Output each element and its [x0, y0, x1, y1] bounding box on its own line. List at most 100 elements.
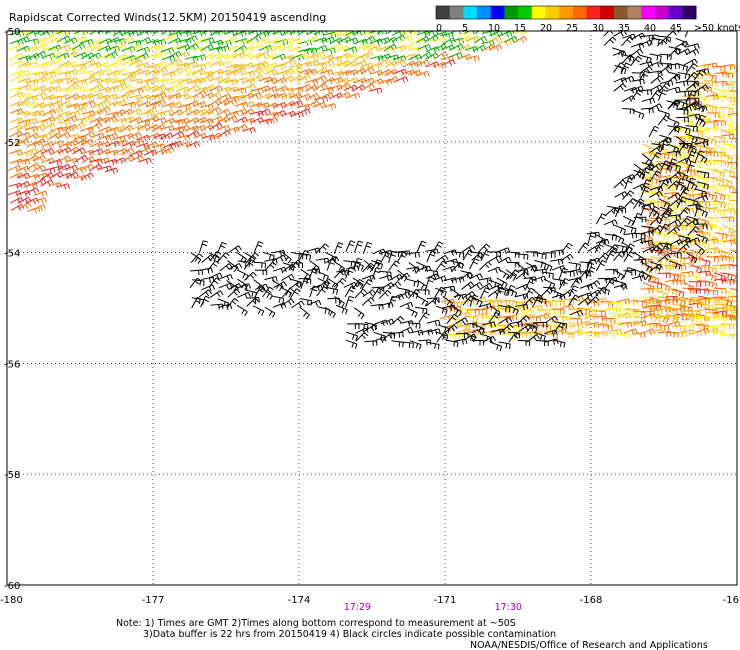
legend-swatch-14 — [627, 6, 642, 19]
wind-barb-947 — [697, 186, 710, 193]
wind-barb-573 — [280, 87, 294, 94]
wind-barb-361 — [151, 143, 166, 150]
legend-label-8: 40 — [644, 23, 656, 34]
wind-barb-1088 — [730, 287, 737, 296]
wind-barb-2 — [8, 44, 22, 52]
wind-barb-317 — [135, 52, 150, 60]
wind-barb-273 — [112, 109, 127, 117]
wind-barb-126 — [50, 140, 64, 147]
wind-barb-131 — [48, 182, 62, 189]
wind-barb-538 — [256, 85, 271, 93]
wind-barb-70 — [33, 37, 47, 45]
wind-barb-988 — [706, 255, 719, 263]
wind-barb-592 — [298, 61, 313, 68]
wind-barb-725 — [432, 36, 447, 44]
wind-barb-305 — [128, 94, 143, 101]
wind-barb-464 — [209, 122, 223, 130]
grid-lines — [7, 31, 737, 585]
wind-barb-513 — [242, 83, 257, 91]
wind-barb-936 — [696, 96, 709, 104]
wind-barb-90 — [33, 197, 47, 204]
wind-barb-1023 — [713, 278, 727, 285]
wind-barb-326 — [137, 123, 151, 131]
wind-barb-350 — [153, 50, 167, 58]
wind-barb-643 — [338, 69, 352, 77]
wind-barb-384 — [169, 67, 184, 75]
wind-barb-660 — [353, 60, 367, 68]
wind-barb-1049 — [722, 234, 736, 241]
wind-barb-418 — [185, 100, 200, 108]
x-tick-label-3: -171 — [434, 595, 457, 606]
wind-barb-88 — [32, 178, 47, 186]
wind-barb-1075 — [728, 186, 737, 195]
legend-label-9: 45 — [670, 23, 682, 34]
legend-swatch-8 — [545, 6, 560, 19]
wind-barb-284 — [122, 58, 136, 66]
wind-barb-219 — [90, 108, 104, 117]
wind-barb-665 — [362, 35, 376, 44]
wind-barb-375 — [160, 125, 175, 132]
wind-barb-372 — [161, 102, 176, 109]
wind-barb-1002 — [712, 113, 725, 122]
wind-barb-655 — [346, 92, 361, 100]
wind-barb-295 — [121, 147, 135, 156]
wind-barb-1004 — [713, 128, 727, 135]
wind-barbs — [7, 31, 737, 352]
wind-barb-248 — [104, 51, 119, 59]
wind-barb-262 — [104, 167, 119, 175]
wind-barb-486 — [224, 78, 238, 86]
wind-barb-1063 — [729, 90, 737, 92]
x-tick-label-2: -174 — [288, 595, 311, 606]
legend-swatch-9 — [559, 6, 574, 19]
legend-swatch-10 — [572, 6, 588, 19]
wind-barb-723 — [425, 61, 440, 68]
wind-barb-1018 — [712, 239, 726, 246]
wind-barb-119 — [48, 85, 62, 93]
wind-barb-676 — [368, 61, 383, 69]
wind-barb-243 — [96, 157, 110, 165]
wind-barb-794 — [648, 231, 663, 238]
legend-label-0: 0 — [436, 23, 442, 34]
wind-barb-151 — [56, 183, 70, 190]
wind-barb-338 — [145, 84, 160, 92]
wind-barb-615 — [313, 75, 328, 83]
wind-barb-37 — [16, 138, 30, 146]
legend-swatch-4 — [490, 6, 505, 19]
wind-barb-546 — [264, 53, 278, 61]
wind-barb-237 — [97, 106, 111, 115]
wind-barb-104 — [42, 122, 56, 131]
wind-barb-193 — [80, 52, 95, 60]
wind-barb-755 — [498, 31, 513, 38]
legend-swatch-18 — [682, 6, 697, 19]
wind-barb-343 — [145, 124, 160, 131]
wind-barb-31 — [17, 92, 32, 100]
wind-barb-1074 — [730, 175, 737, 184]
wind-barb-510 — [240, 62, 255, 70]
wind-barb-554 — [264, 117, 279, 124]
wind-barb-1175 — [521, 309, 535, 315]
wind-barb-699 — [393, 68, 408, 76]
wind-barb-36 — [16, 132, 31, 139]
wind-barb-98 — [41, 76, 55, 83]
legend-label-4: 20 — [540, 23, 552, 34]
wind-barb-667 — [359, 50, 374, 59]
wind-barb-66 — [25, 187, 40, 195]
wind-barb-509 — [240, 52, 254, 60]
wind-barb-62 — [25, 155, 39, 162]
wind-barb-61 — [24, 147, 38, 155]
legend-swatch-16 — [654, 6, 670, 19]
wind-barb-579 — [288, 45, 303, 53]
wind-barb-446 — [200, 92, 215, 100]
wind-barb-990 — [704, 272, 717, 282]
wind-barb-965 — [704, 73, 717, 82]
wind-barb-1069 — [729, 138, 737, 140]
wind-barb-356 — [152, 98, 166, 106]
time-label-1: 17:30 — [495, 602, 522, 613]
wind-barb-832 — [664, 184, 677, 192]
wind-barb-364 — [162, 34, 177, 42]
wind-barb-271 — [114, 94, 129, 102]
wind-barb-702 — [399, 35, 414, 43]
wind-barb-946 — [696, 176, 709, 185]
wind-barb-648 — [344, 37, 359, 45]
legend-swatch-15 — [641, 6, 656, 19]
